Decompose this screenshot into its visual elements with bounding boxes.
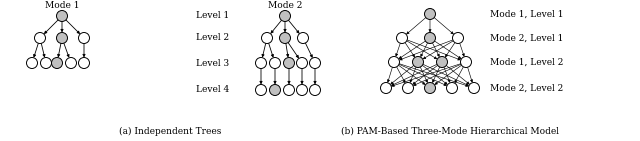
Circle shape (452, 32, 463, 44)
Circle shape (424, 8, 435, 19)
Circle shape (26, 58, 38, 69)
Circle shape (269, 84, 280, 95)
Circle shape (255, 58, 266, 69)
Text: Mode 2: Mode 2 (268, 2, 302, 10)
Circle shape (65, 58, 77, 69)
Circle shape (424, 32, 435, 44)
Text: Level 1: Level 1 (196, 12, 229, 20)
Circle shape (468, 82, 479, 93)
Circle shape (284, 58, 294, 69)
Text: Level 2: Level 2 (196, 34, 229, 42)
Text: (b) PAM-Based Three-Mode Hierarchical Model: (b) PAM-Based Three-Mode Hierarchical Mo… (341, 126, 559, 136)
Circle shape (51, 58, 63, 69)
Text: Mode 2, Level 2: Mode 2, Level 2 (490, 83, 563, 92)
Circle shape (284, 84, 294, 95)
Text: Level 3: Level 3 (196, 59, 229, 68)
Circle shape (388, 57, 399, 68)
Circle shape (40, 58, 51, 69)
Circle shape (56, 10, 67, 21)
Circle shape (296, 84, 307, 95)
Circle shape (296, 58, 307, 69)
Circle shape (79, 58, 90, 69)
Circle shape (280, 10, 291, 21)
Circle shape (262, 32, 273, 44)
Circle shape (35, 32, 45, 44)
Circle shape (447, 82, 458, 93)
Circle shape (397, 32, 408, 44)
Circle shape (56, 32, 67, 44)
Circle shape (310, 84, 321, 95)
Circle shape (424, 82, 435, 93)
Text: Mode 2, Level 1: Mode 2, Level 1 (490, 34, 563, 42)
Circle shape (381, 82, 392, 93)
Circle shape (79, 32, 90, 44)
Circle shape (280, 32, 291, 44)
Text: Mode 1, Level 1: Mode 1, Level 1 (490, 9, 563, 18)
Circle shape (310, 58, 321, 69)
Circle shape (436, 57, 447, 68)
Text: (a) Independent Trees: (a) Independent Trees (119, 126, 221, 136)
Circle shape (403, 82, 413, 93)
Text: Level 4: Level 4 (196, 85, 229, 94)
Text: Mode 1: Mode 1 (45, 2, 79, 10)
Circle shape (413, 57, 424, 68)
Circle shape (298, 32, 308, 44)
Text: Mode 1, Level 2: Mode 1, Level 2 (490, 58, 563, 67)
Circle shape (269, 58, 280, 69)
Circle shape (461, 57, 472, 68)
Circle shape (255, 84, 266, 95)
